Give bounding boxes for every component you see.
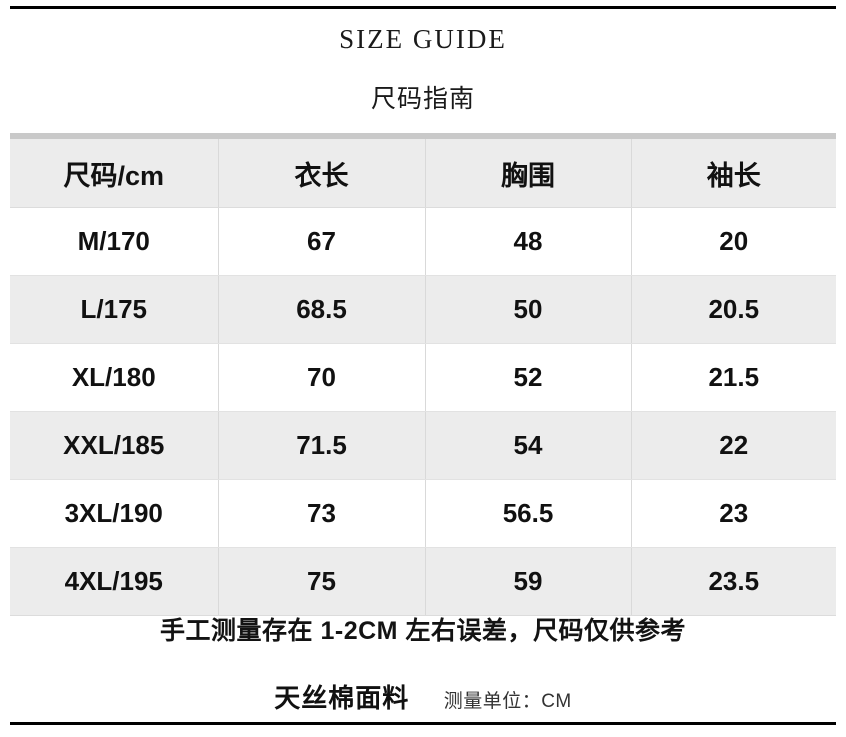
cell-sleeve: 20	[631, 207, 836, 276]
table-row: M/170 67 48 20	[10, 207, 836, 276]
cell-sleeve: 20.5	[631, 275, 836, 344]
cell-length: 70	[218, 343, 426, 412]
cell-length: 73	[218, 479, 426, 548]
table-row: XL/180 70 52 21.5	[10, 343, 836, 412]
table-row: 3XL/190 73 56.5 23	[10, 479, 836, 548]
cell-sleeve: 21.5	[631, 343, 836, 412]
measurement-unit-label: 测量单位：CM	[443, 691, 572, 712]
top-divider-rule	[10, 6, 836, 9]
cell-length: 75	[218, 547, 426, 616]
cell-size: 3XL/190	[10, 479, 219, 548]
column-header-size: 尺码/cm	[10, 133, 219, 208]
fabric-label: 天丝棉面料	[274, 683, 410, 713]
cell-bust: 52	[425, 343, 632, 412]
cell-size: L/175	[10, 275, 219, 344]
column-header-sleeve: 袖长	[631, 133, 836, 208]
cell-length: 71.5	[218, 411, 426, 480]
cell-sleeve: 23	[631, 479, 836, 548]
page-title-cjk: 尺码指南	[370, 85, 475, 113]
table-row: XXL/185 71.5 54 22	[10, 411, 836, 480]
measurement-tolerance-note: 手工测量存在 1-2CM 左右误差，尺码仅供参考	[160, 617, 686, 645]
cell-size: 4XL/195	[10, 547, 219, 616]
column-header-bust: 胸围	[425, 133, 632, 208]
fabric-and-unit-note: 天丝棉面料 测量单位：CM	[0, 678, 846, 715]
cell-size: M/170	[10, 207, 219, 276]
table-row: 4XL/195 75 59 23.5	[10, 547, 836, 616]
cell-sleeve: 22	[631, 411, 836, 480]
cell-length: 68.5	[218, 275, 426, 344]
table-row: L/175 68.5 50 20.5	[10, 275, 836, 344]
size-chart-table: 尺码/cm 衣长 胸围 袖长 M/170 67 48 20 L/175 68.5…	[10, 133, 836, 616]
cell-sleeve: 23.5	[631, 547, 836, 616]
cell-size: XXL/185	[10, 411, 219, 480]
cell-size: XL/180	[10, 343, 219, 412]
table-header-row: 尺码/cm 衣长 胸围 袖长	[10, 133, 836, 208]
cell-bust: 56.5	[425, 479, 632, 548]
column-header-length: 衣长	[218, 133, 426, 208]
cell-bust: 48	[425, 207, 632, 276]
cell-bust: 54	[425, 411, 632, 480]
cell-bust: 50	[425, 275, 632, 344]
cell-length: 67	[218, 207, 426, 276]
bottom-divider-rule	[10, 722, 836, 725]
page-title-latin: SIZE GUIDE	[339, 24, 507, 54]
cell-bust: 59	[425, 547, 632, 616]
